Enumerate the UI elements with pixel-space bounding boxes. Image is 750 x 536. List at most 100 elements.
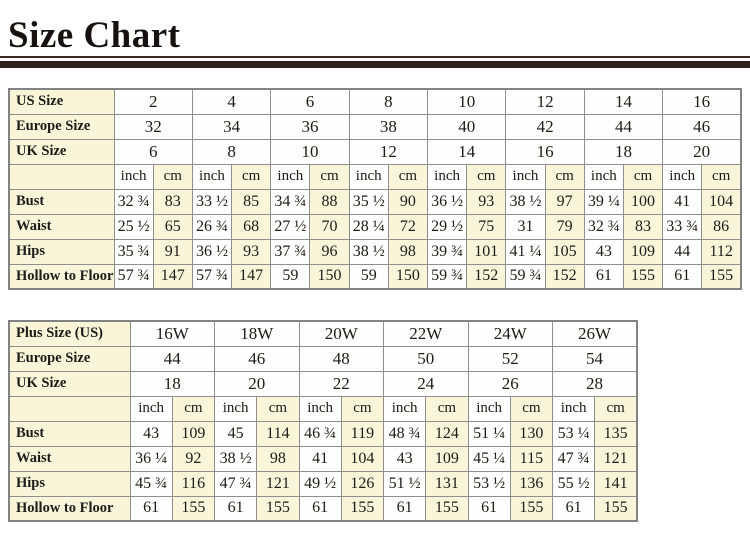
cm-value: 65 — [152, 213, 193, 240]
inch-value: 44 — [662, 238, 703, 265]
inch-value: 32 ¾ — [113, 188, 154, 215]
inch-value: 55 ½ — [551, 470, 596, 497]
cm-value: 97 — [544, 188, 585, 215]
cm-value: 105 — [544, 238, 585, 265]
size-value: 42 — [505, 113, 585, 140]
cm-value: 121 — [594, 445, 638, 472]
inch-unit-label: inch — [191, 163, 233, 190]
cm-value: 101 — [466, 238, 507, 265]
size-value: 38 — [348, 113, 429, 140]
row-label: Hips — [8, 470, 131, 497]
size-value: 8 — [348, 88, 429, 115]
inch-unit-label: inch — [583, 163, 624, 190]
inch-value: 51 ¼ — [467, 420, 511, 447]
inch-unit-label: inch — [505, 163, 546, 190]
inch-value: 43 — [583, 238, 624, 265]
size-value: 18W — [214, 320, 300, 347]
cm-value: 126 — [340, 470, 385, 497]
cm-value: 92 — [171, 445, 216, 472]
inch-value: 57 ¾ — [191, 263, 233, 290]
inch-value: 25 ½ — [113, 213, 154, 240]
cm-value: 85 — [231, 188, 272, 215]
cm-value: 152 — [466, 263, 507, 290]
size-value: 14 — [583, 88, 664, 115]
row-label: US Size — [8, 88, 115, 115]
title-divider-thin-line — [0, 56, 750, 58]
cm-value: 155 — [622, 263, 664, 290]
inch-value: 38 ½ — [505, 188, 546, 215]
cm-value: 88 — [309, 188, 350, 215]
cm-value: 98 — [387, 238, 429, 265]
cm-value: 68 — [231, 213, 272, 240]
row-label: Europe Size — [8, 345, 131, 372]
size-value: 2 — [113, 88, 193, 115]
cm-value: 155 — [256, 495, 300, 522]
cm-unit-label: cm — [309, 163, 350, 190]
inch-value: 37 ¾ — [270, 238, 311, 265]
inch-value: 57 ¾ — [113, 263, 154, 290]
cm-value: 70 — [309, 213, 350, 240]
inch-value: 59 ¾ — [505, 263, 546, 290]
cm-value: 112 — [701, 238, 742, 265]
cm-value: 114 — [256, 420, 300, 447]
cm-value: 155 — [171, 495, 216, 522]
cm-value: 150 — [309, 263, 350, 290]
size-value: 20 — [214, 370, 300, 397]
size-value: 22 — [298, 370, 384, 397]
cm-value: 104 — [340, 445, 385, 472]
row-label: UK Size — [8, 138, 115, 165]
inch-value: 34 ¾ — [270, 188, 311, 215]
unit-row: inch cm inch cm inch cm inch cm inch cm inch cm — [8, 395, 638, 422]
cm-value: 116 — [171, 470, 216, 497]
inch-value: 51 ½ — [382, 470, 427, 497]
inch-value: 35 ¾ — [113, 238, 154, 265]
cm-value: 131 — [425, 470, 469, 497]
page-title: Size Chart — [8, 15, 181, 56]
size-value: 50 — [383, 345, 469, 372]
inch-value: 59 — [348, 263, 389, 290]
size-value: 4 — [191, 88, 272, 115]
inch-value: 45 — [213, 420, 258, 447]
cm-value: 155 — [594, 495, 638, 522]
cm-value: 100 — [622, 188, 664, 215]
cm-unit-label: cm — [509, 395, 554, 422]
measurement-row: Hollow to Floor 57 ¾ 147 57 ¾ 147 59 150 59 150 5… — [8, 263, 742, 290]
cm-unit-label: cm — [701, 163, 742, 190]
standard-size-table: US Size 2 4 6 8 10 12 14 16 Europe Size 32 34 36 38 40… — [8, 88, 742, 290]
cm-value: 109 — [622, 238, 664, 265]
cm-value: 91 — [152, 238, 193, 265]
cm-value: 150 — [387, 263, 429, 290]
inch-value: 36 ½ — [191, 238, 233, 265]
unit-row: inch cm inch cm inch cm inch cm inch cm inch cm inch… — [8, 163, 742, 190]
inch-unit-label: inch — [382, 395, 427, 422]
inch-unit-label: inch — [270, 163, 311, 190]
inch-value: 61 — [467, 495, 511, 522]
inch-value: 39 ¼ — [583, 188, 624, 215]
inch-unit-label: inch — [467, 395, 511, 422]
inch-unit-label: inch — [298, 395, 342, 422]
cm-value: 83 — [622, 213, 664, 240]
inch-value: 33 ¾ — [662, 213, 703, 240]
inch-value: 61 — [551, 495, 596, 522]
cm-value: 72 — [387, 213, 429, 240]
cm-unit-label: cm — [622, 163, 664, 190]
inch-value: 59 — [270, 263, 311, 290]
cm-value: 135 — [594, 420, 638, 447]
inch-value: 61 — [382, 495, 427, 522]
inch-value: 36 ½ — [426, 188, 468, 215]
inch-value: 29 ½ — [426, 213, 468, 240]
size-value: 16W — [129, 320, 215, 347]
inch-value: 39 ¾ — [426, 238, 468, 265]
cm-value: 96 — [309, 238, 350, 265]
cm-unit-label: cm — [387, 163, 429, 190]
inch-unit-label: inch — [113, 163, 154, 190]
inch-unit-label: inch — [662, 163, 703, 190]
inch-value: 46 ¾ — [298, 420, 342, 447]
cm-value: 75 — [466, 213, 507, 240]
measurement-row: Hips 45 ¾ 116 47 ¾ 121 49 ½ 126 51 ½ 131 53 ½ 136 5… — [8, 470, 638, 497]
plus-size-table: Plus Size (US) 16W 18W 20W 22W 24W 26W Europe S… — [8, 320, 638, 522]
row-label: UK Size — [8, 370, 131, 397]
row-label: Waist — [8, 213, 115, 240]
inch-value: 41 — [298, 445, 342, 472]
cm-value: 147 — [231, 263, 272, 290]
